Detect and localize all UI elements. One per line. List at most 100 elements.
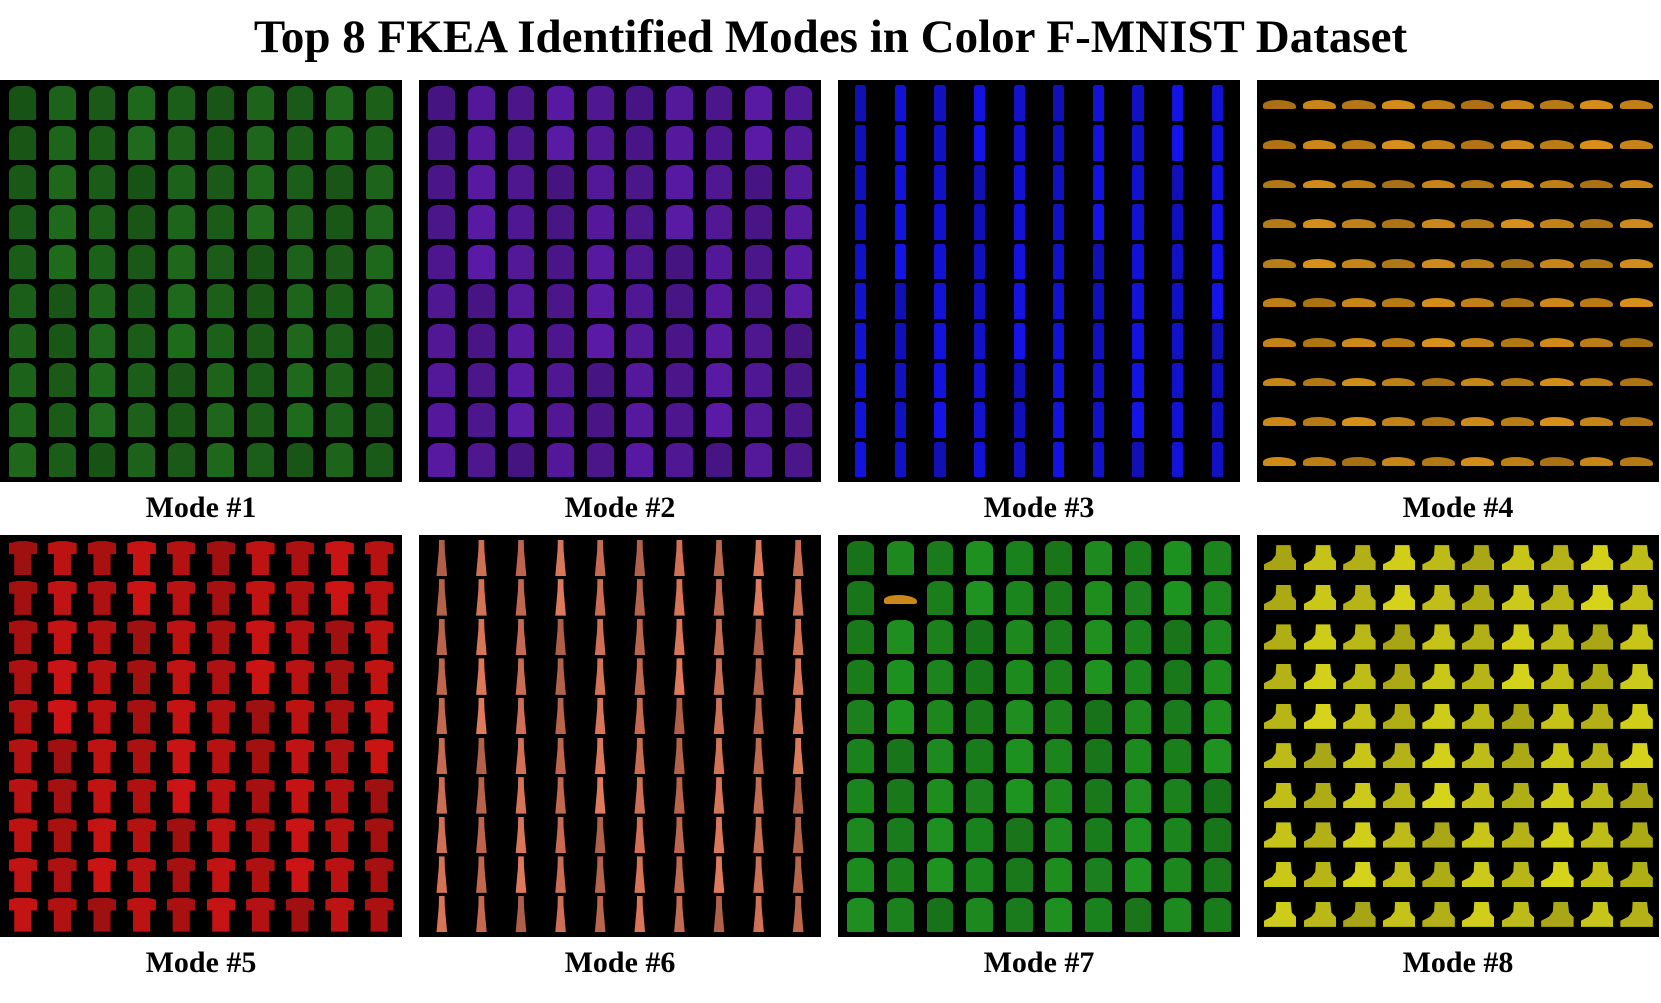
sample-thumbnail [739,617,779,657]
sample-thumbnail [1300,617,1340,657]
sample-thumbnail [541,538,581,578]
shirt-sample [1164,580,1192,615]
sample-thumbnail [1039,538,1079,578]
sneaker-sample [1579,338,1614,347]
sneaker-sample [1500,140,1535,149]
boot-sample [1263,743,1297,769]
shirt-sample [966,541,994,576]
shirt-sample [926,897,954,932]
sample-thumbnail [660,123,700,163]
sample-thumbnail [1118,360,1158,400]
sneaker-sample [1421,258,1455,268]
sample-thumbnail [1616,162,1656,202]
shirt-sample [1045,778,1073,813]
pants-sample [934,362,946,399]
shirt-sample [1045,818,1073,853]
sample-thumbnail [999,736,1039,776]
sample-thumbnail [1379,855,1419,895]
sneaker-sample [1540,100,1574,110]
boot-sample [1263,663,1297,690]
dress-sample [634,618,646,656]
sample-thumbnail [3,400,43,440]
sample-thumbnail [1118,657,1158,697]
dress-sample [436,856,448,893]
shirt-sample [246,204,274,240]
sneaker-sample [883,595,918,604]
shirt-sample [1124,857,1152,893]
sample-thumbnail [999,855,1039,895]
pants-sample [894,441,906,478]
shirt-sample [966,620,994,655]
shirt-sample [48,442,76,477]
sample-thumbnail [3,855,43,895]
boot-sample [1461,663,1495,690]
sample-thumbnail [422,736,462,776]
sneaker-sample [1263,258,1297,268]
shirt-sample [1124,580,1152,615]
sample-thumbnail [1537,123,1577,163]
sample-thumbnail [1537,321,1577,361]
mode-caption: Mode #4 [1402,491,1514,524]
shirt-sample [48,244,76,279]
shirt-sample [1124,778,1152,813]
sample-thumbnail [1260,696,1300,736]
shirt-sample [1164,857,1192,893]
dress-sample [753,737,764,775]
boot-sample [1580,703,1614,729]
sample-thumbnail [1300,657,1340,697]
sample-thumbnail [1079,241,1119,281]
sample-thumbnail [161,400,201,440]
tshirt-sample [8,857,38,893]
mode-panel-1: Mode #1 [0,80,402,528]
sample-thumbnail [1079,696,1119,736]
sneaker-sample [1381,179,1416,189]
sneaker-sample [1263,219,1297,228]
shirt-sample [745,323,773,358]
sample-thumbnail [1418,578,1458,618]
shirt-sample [705,125,733,160]
shirt-sample [665,402,693,438]
sample-thumbnail [280,162,320,202]
tshirt-sample [206,580,236,615]
sample-thumbnail [739,281,779,321]
sample-thumbnail [241,578,281,618]
boot-sample [1263,624,1297,650]
sample-thumbnail [1197,123,1237,163]
sample-thumbnail [699,696,739,736]
shirt-sample [9,442,37,477]
shirt-sample [507,125,535,160]
boot-sample [1461,782,1495,809]
sample-thumbnail [1498,360,1538,400]
shirt-sample [246,244,274,279]
shirt-sample [745,125,773,160]
sneaker-sample [1619,298,1653,308]
sample-thumbnail [122,321,162,361]
sample-thumbnail [359,400,399,440]
sample-thumbnail [462,617,502,657]
sample-thumbnail [881,578,921,618]
sample-thumbnail [1300,696,1340,736]
sample-thumbnail [1300,162,1340,202]
sample-thumbnail [501,657,541,697]
shirt-sample [467,363,495,398]
sample-thumbnail [1079,439,1119,479]
dress-sample [476,737,487,775]
sample-thumbnail [739,241,779,281]
tshirt-sample [364,897,394,932]
sample-thumbnail [999,776,1039,816]
sample-thumbnail [1418,83,1458,123]
sample-thumbnail [541,696,581,736]
pants-sample [1211,322,1223,359]
sample-thumbnail [1379,202,1419,242]
sample-thumbnail [1260,83,1300,123]
shirt-sample [1084,541,1112,576]
dress-sample [713,777,725,814]
tshirt-sample [285,739,315,774]
shirt-sample [128,363,156,398]
sample-thumbnail [699,360,739,400]
sample-thumbnail [1498,439,1538,479]
sample-thumbnail [739,696,779,736]
shirt-sample [966,580,994,615]
dress-sample [594,856,606,893]
sample-thumbnail [841,400,881,440]
